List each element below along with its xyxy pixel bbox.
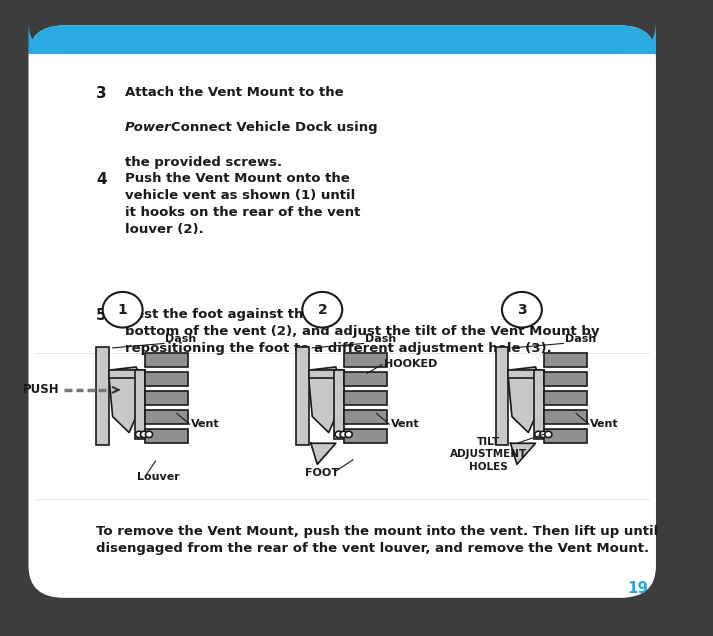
- Text: 2: 2: [317, 303, 327, 317]
- Polygon shape: [508, 367, 545, 432]
- FancyBboxPatch shape: [29, 22, 656, 57]
- Text: Vent: Vent: [590, 419, 619, 429]
- Text: Dash: Dash: [365, 334, 396, 344]
- Text: Vent: Vent: [191, 419, 220, 429]
- Bar: [544, 372, 587, 386]
- Text: 1: 1: [118, 303, 128, 317]
- Bar: [145, 429, 188, 443]
- Bar: [145, 353, 188, 367]
- Circle shape: [340, 431, 347, 438]
- Text: To remove the Vent Mount, push the mount into the vent. Then lift up until
disen: To remove the Vent Mount, push the mount…: [96, 525, 659, 555]
- Bar: [544, 410, 587, 424]
- Circle shape: [145, 431, 153, 438]
- Text: HOOKED: HOOKED: [384, 359, 437, 370]
- Text: 4: 4: [96, 172, 107, 187]
- Bar: [496, 347, 508, 445]
- Polygon shape: [311, 443, 336, 464]
- Bar: [29, 40, 656, 54]
- Circle shape: [545, 431, 552, 438]
- Text: Attach the Vent Mount to the: Attach the Vent Mount to the: [125, 86, 344, 99]
- Bar: [334, 370, 344, 439]
- Bar: [544, 429, 587, 443]
- Bar: [109, 370, 145, 378]
- Bar: [344, 372, 387, 386]
- Text: Connect Vehicle Dock using: Connect Vehicle Dock using: [171, 121, 378, 134]
- Bar: [309, 370, 344, 378]
- Text: PUSH: PUSH: [23, 384, 59, 396]
- Text: Vent: Vent: [391, 419, 419, 429]
- Bar: [145, 391, 188, 405]
- Bar: [145, 410, 188, 424]
- Circle shape: [502, 292, 542, 328]
- Circle shape: [535, 431, 542, 438]
- Bar: [296, 347, 309, 445]
- Circle shape: [335, 431, 342, 438]
- Bar: [344, 353, 387, 367]
- Circle shape: [135, 431, 143, 438]
- Text: 3: 3: [96, 86, 107, 101]
- Circle shape: [140, 431, 148, 438]
- Circle shape: [103, 292, 143, 328]
- Text: Dash: Dash: [165, 334, 197, 344]
- Polygon shape: [309, 367, 346, 432]
- Bar: [135, 370, 145, 439]
- Bar: [544, 391, 587, 405]
- Text: the provided screws.: the provided screws.: [125, 156, 282, 169]
- Polygon shape: [109, 367, 146, 432]
- Circle shape: [540, 431, 547, 438]
- Bar: [344, 429, 387, 443]
- Text: 3: 3: [517, 303, 527, 317]
- Bar: [508, 370, 544, 378]
- Text: Push the Vent Mount onto the
vehicle vent as shown (1) until
it hooks on the rea: Push the Vent Mount onto the vehicle ven…: [125, 172, 360, 236]
- Bar: [544, 353, 587, 367]
- Text: 19: 19: [627, 581, 649, 596]
- Text: Dash: Dash: [565, 334, 596, 344]
- FancyBboxPatch shape: [29, 25, 656, 598]
- Polygon shape: [511, 443, 535, 464]
- Bar: [96, 347, 109, 445]
- Text: Power: Power: [125, 121, 171, 134]
- Text: FOOT: FOOT: [305, 467, 339, 478]
- Text: Louver: Louver: [137, 472, 180, 482]
- Bar: [344, 410, 387, 424]
- Circle shape: [345, 431, 352, 438]
- Bar: [534, 370, 544, 439]
- Bar: [344, 391, 387, 405]
- Text: Rest the foot against the
bottom of the vent (2), and adjust the tilt of the Ven: Rest the foot against the bottom of the …: [125, 308, 599, 356]
- Circle shape: [302, 292, 342, 328]
- Bar: [145, 372, 188, 386]
- Text: TILT
ADJUSTMENT
HOLES: TILT ADJUSTMENT HOLES: [450, 437, 527, 472]
- Text: 5: 5: [96, 308, 107, 324]
